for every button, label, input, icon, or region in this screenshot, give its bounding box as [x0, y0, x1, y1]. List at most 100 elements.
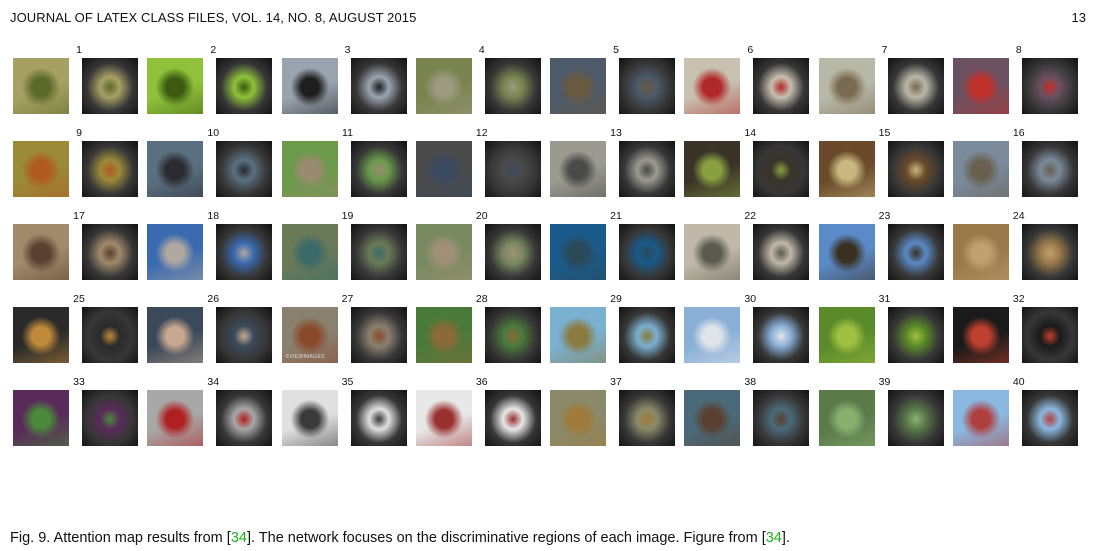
original-image — [550, 58, 606, 114]
attention-map-image — [887, 58, 944, 114]
figure-item: 10 — [146, 127, 280, 197]
image-pair — [146, 58, 280, 114]
original-image — [550, 390, 606, 446]
figure-item-number: 21 — [610, 210, 622, 222]
figure-item: 26 — [146, 293, 280, 363]
attention-map-image — [216, 390, 273, 446]
original-image — [147, 224, 204, 280]
figure-item-number: 13 — [610, 127, 622, 139]
attention-map-image — [484, 58, 541, 114]
image-pair — [683, 390, 817, 446]
original-image — [13, 58, 69, 114]
image-pair — [683, 307, 817, 363]
figure-item-number: 5 — [613, 44, 619, 56]
image-pair: ©VIEWIMAGES — [281, 307, 415, 363]
image-watermark: ©VIEWIMAGES — [285, 354, 325, 360]
original-image — [952, 307, 1009, 363]
image-pair — [818, 141, 952, 197]
figure-item-number: 6 — [747, 44, 754, 56]
attention-map-image — [484, 224, 541, 280]
figure-item: 8 — [952, 44, 1086, 114]
figure-item: 37 — [549, 376, 683, 446]
figure-item: 32 — [952, 293, 1086, 363]
citation-link[interactable]: 34 — [230, 530, 247, 546]
page-number: 13 — [1071, 10, 1086, 25]
figure-item: 40 — [952, 376, 1086, 446]
image-pair — [146, 390, 280, 446]
original-image — [818, 141, 875, 197]
image-pair — [415, 58, 549, 114]
attention-map-image — [887, 390, 944, 446]
figure-item: 31 — [818, 293, 952, 363]
attention-map-image — [82, 390, 138, 446]
figure-item-number: 29 — [610, 293, 622, 305]
original-image — [818, 224, 875, 280]
attention-map-image — [619, 141, 675, 197]
figure-item: 19 — [281, 210, 415, 280]
image-pair — [12, 224, 146, 280]
figure-item: 24 — [952, 210, 1086, 280]
figure-item-number: 18 — [207, 210, 220, 222]
image-pair — [952, 224, 1086, 280]
image-pair — [12, 390, 146, 446]
attention-map-image — [619, 224, 675, 280]
attention-map-image — [1021, 141, 1078, 197]
figure-item-number: 28 — [475, 293, 488, 305]
image-pair — [281, 224, 415, 280]
figure-item: 6 — [683, 44, 817, 114]
figure-item-number: 31 — [878, 293, 891, 305]
figure-item-number: 27 — [341, 293, 354, 305]
figure-item: 21 — [549, 210, 683, 280]
figure-item: 25 — [12, 293, 146, 363]
image-pair — [415, 224, 549, 280]
caption-middle: ]. The network focuses on the discrimina… — [246, 530, 766, 546]
figure-item: 33 — [12, 376, 146, 446]
figure-item: 12 — [415, 127, 549, 197]
figure-item-number: 37 — [610, 376, 622, 388]
original-image — [684, 224, 741, 280]
figure-item-number: 19 — [341, 210, 354, 222]
citation-link[interactable]: 34 — [765, 530, 782, 546]
original-image — [952, 390, 1009, 446]
original-image — [13, 141, 69, 197]
figure-item-number: 26 — [207, 293, 220, 305]
original-image — [147, 390, 204, 446]
figure-item: 27 ©VIEWIMAGES — [281, 293, 415, 363]
figure-item: 13 — [549, 127, 683, 197]
original-image — [952, 224, 1009, 280]
figure-item: 5 — [549, 44, 683, 114]
image-pair — [952, 390, 1086, 446]
figure-caption: Fig. 9. Attention map results from [34].… — [10, 530, 790, 546]
original-image — [550, 224, 606, 280]
original-image — [415, 390, 472, 446]
figure-item-number: 20 — [475, 210, 488, 222]
original-image — [147, 307, 204, 363]
figure-item-number: 33 — [73, 376, 85, 388]
image-pair — [281, 58, 415, 114]
attention-map-image — [350, 58, 407, 114]
figure-item: 3 — [281, 44, 415, 114]
figure-item-number: 1 — [76, 44, 82, 56]
figure-item-number: 15 — [878, 127, 891, 139]
figure-item: 29 — [549, 293, 683, 363]
image-pair — [12, 141, 146, 197]
figure-item: 14 — [683, 127, 817, 197]
original-image — [13, 224, 69, 280]
figure-item-number: 14 — [744, 127, 757, 139]
image-pair — [281, 141, 415, 197]
figure-item: 11 — [281, 127, 415, 197]
figure-item: 20 — [415, 210, 549, 280]
figure-item-number: 38 — [744, 376, 757, 388]
attention-map-image — [216, 141, 273, 197]
attention-map-image — [216, 58, 273, 114]
figure-item-number: 23 — [878, 210, 891, 222]
attention-map-image — [1021, 390, 1078, 446]
figure-item: 16 — [952, 127, 1086, 197]
attention-map-image — [484, 390, 541, 446]
figure-item: 39 — [818, 376, 952, 446]
image-pair — [415, 307, 549, 363]
original-image — [550, 307, 606, 363]
original-image — [415, 224, 472, 280]
attention-map-image — [753, 141, 810, 197]
figure-item: 23 — [818, 210, 952, 280]
